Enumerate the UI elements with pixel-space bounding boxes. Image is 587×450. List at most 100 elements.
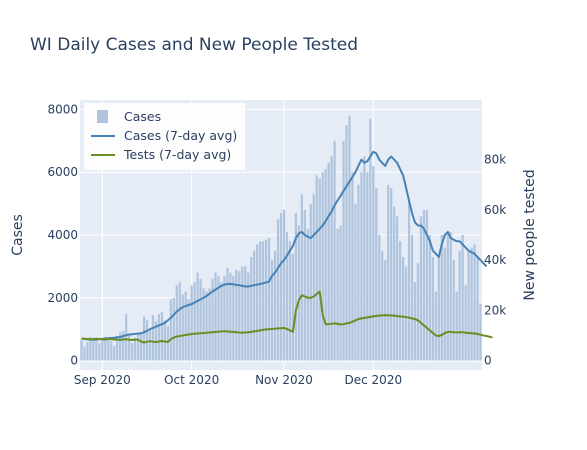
x-tick-label: Dec 2020 <box>345 373 403 387</box>
cases-bar <box>250 256 253 361</box>
cases-bar <box>107 340 110 361</box>
cases-bar <box>267 238 271 361</box>
right-tick-label: 40k <box>484 253 506 267</box>
cases-bar <box>113 346 116 361</box>
x-tick-label: Nov 2020 <box>255 373 313 387</box>
cases-bar <box>437 253 440 361</box>
cases-bar <box>297 225 300 361</box>
chart-title: WI Daily Cases and New People Tested <box>30 35 358 55</box>
left-tick-label: 6000 <box>47 165 78 179</box>
cases-bar <box>172 297 175 361</box>
right-tick-label: 60k <box>484 203 506 217</box>
right-axis-title: New people tested <box>522 169 538 300</box>
cases-bar <box>133 337 137 361</box>
legend[interactable]: Cases Cases (7-day avg) Tests (7-day avg… <box>84 103 245 170</box>
cases-bar <box>247 272 250 361</box>
cases-bar <box>101 339 104 361</box>
legend-label-cases-avg: Cases (7-day avg) <box>124 128 237 143</box>
cases-bar <box>363 156 366 361</box>
cases-bar <box>458 250 461 361</box>
cases-bar <box>413 282 417 361</box>
cases-bar <box>98 343 101 361</box>
cases-bar <box>282 209 286 361</box>
cases-bar <box>273 250 277 361</box>
cases-bar <box>217 275 220 361</box>
cases-bar <box>321 172 324 361</box>
cases-bar <box>119 332 122 361</box>
cases-bar <box>348 115 351 361</box>
cases-bar <box>262 241 265 361</box>
cases-bar <box>193 282 196 361</box>
cases-bar <box>130 343 134 361</box>
cases-bar <box>238 271 241 361</box>
cases-bar <box>104 336 107 361</box>
cases-bar <box>184 291 187 361</box>
cases-bar <box>95 337 98 361</box>
cases-bar <box>452 260 455 361</box>
cases-bar <box>327 162 330 361</box>
cases-bar <box>175 285 178 361</box>
cases-bar <box>199 278 202 361</box>
left-tick-label: 4000 <box>47 228 78 242</box>
cases-bar <box>425 209 429 361</box>
cases-bar <box>387 184 390 361</box>
cases-bar <box>434 291 437 361</box>
cases-bar <box>214 272 217 361</box>
cases-bar <box>479 304 482 361</box>
cases-bar <box>285 231 289 361</box>
cases-bar <box>166 326 169 361</box>
cases-bar <box>375 187 378 361</box>
cases-bar <box>381 250 384 361</box>
cases-bar <box>416 263 420 361</box>
cases-bar <box>116 336 119 361</box>
cases-bar <box>306 228 309 361</box>
legend-label-cases: Cases <box>124 109 161 124</box>
cases-bar <box>229 272 232 361</box>
cases-bar <box>372 165 375 361</box>
cases-bar <box>360 172 363 361</box>
cases-bar <box>80 340 83 361</box>
cases-bar <box>235 269 238 361</box>
cases-bar <box>330 156 333 361</box>
cases-bar <box>351 172 354 361</box>
cases-bar <box>378 235 381 361</box>
cases-bar <box>431 256 434 361</box>
cases-bar <box>366 172 369 361</box>
cases-bar <box>473 244 476 361</box>
cases-bar <box>279 213 283 361</box>
x-tick-label: Sep 2020 <box>74 373 131 387</box>
cases-bar <box>318 178 321 361</box>
cases-bar <box>464 285 467 361</box>
right-tick-label: 0 <box>484 354 492 368</box>
cases-bar <box>443 247 446 361</box>
cases-bars <box>80 115 482 361</box>
cases-bar <box>315 175 318 361</box>
cases-bar <box>369 118 372 361</box>
cases-bar <box>253 250 256 361</box>
cases-bar <box>259 241 262 361</box>
right-tick-label: 20k <box>484 303 506 317</box>
cases-bar <box>446 231 449 361</box>
cases-bar <box>145 319 149 361</box>
cases-bar <box>303 209 306 361</box>
cases-bar <box>244 266 247 361</box>
cases-bar <box>125 314 128 361</box>
cases-bar <box>342 140 345 361</box>
legend-label-tests-avg: Tests (7-day avg) <box>123 147 231 162</box>
left-axis-title: Cases <box>10 214 26 256</box>
cases-bar <box>151 315 155 361</box>
cases-bar <box>422 209 426 361</box>
cases-bar <box>324 169 327 361</box>
cases-bar <box>419 216 423 361</box>
cases-bar <box>86 341 89 361</box>
cases-bar <box>384 260 387 361</box>
cases-bar <box>136 334 140 361</box>
cases-bar <box>288 241 292 361</box>
cases-bar <box>449 231 452 361</box>
cases-bar <box>312 194 315 361</box>
cases-bar <box>205 291 208 361</box>
cases-bar <box>128 334 131 361</box>
cases-bar <box>476 256 479 361</box>
left-axis-ticks: 0 2000 4000 6000 8000 <box>47 102 78 367</box>
